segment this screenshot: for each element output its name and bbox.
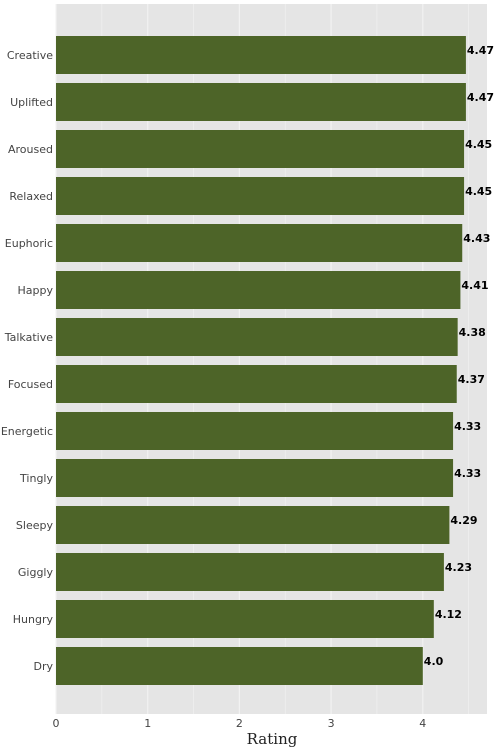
y-tick-label: Uplifted xyxy=(10,96,53,109)
bar-talkative xyxy=(56,318,458,356)
y-tick-label: Hungry xyxy=(13,613,54,626)
bar-giggly xyxy=(56,553,444,591)
x-tick-label: 3 xyxy=(328,717,335,730)
x-tick-label: 2 xyxy=(236,717,243,730)
bar-hungry xyxy=(56,600,434,638)
bars xyxy=(56,36,466,685)
y-tick-label: Relaxed xyxy=(9,190,53,203)
data-label: 4.23 xyxy=(445,561,472,574)
x-tick-label: 1 xyxy=(144,717,151,730)
data-label: 4.45 xyxy=(465,185,492,198)
x-tick-label: 0 xyxy=(53,717,60,730)
bar-relaxed xyxy=(56,177,465,215)
plot-background xyxy=(56,4,487,714)
bar-happy xyxy=(56,271,461,309)
y-tick-label: Creative xyxy=(7,49,53,62)
data-label: 4.47 xyxy=(467,44,494,57)
data-label: 4.47 xyxy=(467,91,494,104)
y-tick-label: Giggly xyxy=(18,566,54,579)
data-label: 4.37 xyxy=(458,373,485,386)
bar-euphoric xyxy=(56,224,463,262)
data-label: 4.41 xyxy=(461,279,488,292)
y-tick-labels: Creative Uplifted Aroused Relaxed Euphoric Ha… xyxy=(1,49,54,673)
data-label: 4.33 xyxy=(454,467,481,480)
x-tick-labels: 0 1 2 3 4 xyxy=(53,717,427,730)
bar-aroused xyxy=(56,130,465,168)
y-tick-label: Focused xyxy=(8,378,53,391)
bar-uplifted xyxy=(56,83,466,121)
data-label: 4.12 xyxy=(435,608,462,621)
y-tick-label: Happy xyxy=(18,284,54,297)
y-tick-label: Euphoric xyxy=(5,237,53,250)
y-tick-label: Sleepy xyxy=(16,519,54,532)
data-label: 4.33 xyxy=(454,420,481,433)
x-tick-label: 4 xyxy=(419,717,426,730)
bar-energetic xyxy=(56,412,454,450)
bar-tingly xyxy=(56,459,454,497)
data-label: 4.29 xyxy=(450,514,477,527)
bar-focused xyxy=(56,365,457,403)
data-label: 4.0 xyxy=(424,655,444,668)
data-label: 4.43 xyxy=(463,232,490,245)
x-axis-title: Rating xyxy=(247,730,298,748)
data-label: 4.45 xyxy=(465,138,492,151)
bar-dry xyxy=(56,647,423,685)
bar-sleepy xyxy=(56,506,450,544)
bar-creative xyxy=(56,36,466,74)
y-tick-label: Tingly xyxy=(19,472,53,485)
y-tick-label: Aroused xyxy=(8,143,53,156)
data-labels: 4.47 4.47 4.45 4.45 4.43 4.41 4.38 4.37 4.33 4.33… xyxy=(424,44,494,668)
y-tick-label: Talkative xyxy=(4,331,53,344)
y-tick-label: Energetic xyxy=(1,425,53,438)
gridlines xyxy=(55,4,469,714)
y-tick-label: Dry xyxy=(33,660,53,673)
data-label: 4.38 xyxy=(459,326,486,339)
